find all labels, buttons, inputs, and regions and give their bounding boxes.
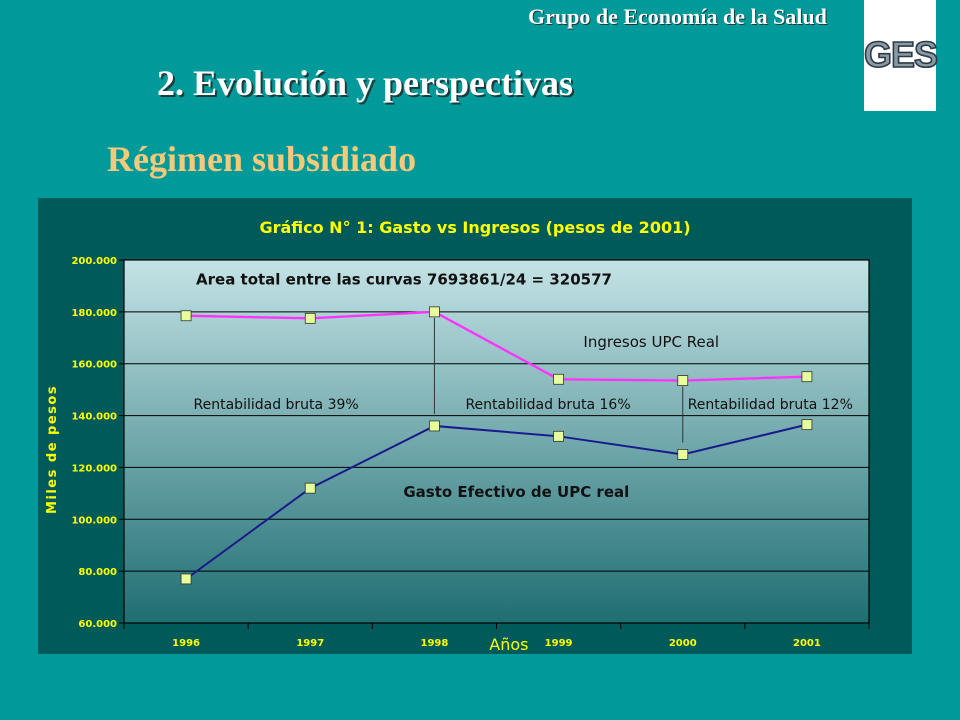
ingresos-point [553,373,564,385]
area-annotation: Area total entre las curvas 7693861/24 =… [196,271,612,289]
x-tick-label: 2001 [793,638,821,649]
rentabilidad-annotation: Rentabilidad bruta 39% [194,397,359,413]
ingresos-point [677,375,689,386]
gasto-point [304,482,316,494]
chart-title: Gráfico N° 1: Gasto vs Ingresos (pesos d… [259,218,690,237]
x-axis-label: Años [489,635,528,654]
page-title: 2. Evolución y perspectivas [157,63,574,103]
x-tick-label: 1996 [172,638,200,649]
line-chart: Gráfico N° 1: Gasto vs Ingresos (pesos d… [45,218,870,654]
gasto-line [185,423,808,580]
ingresos-point [180,310,192,322]
y-tick-label: 60.000 [78,619,117,630]
org-name: Grupo de Economía de la Salud [528,4,827,29]
ingresos-point [304,312,316,324]
ingresos-line [186,310,807,382]
y-tick-label: 100.000 [71,515,117,526]
x-tick-label: 1999 [545,638,573,649]
y-tick-label: 120.000 [71,463,117,474]
ingresos-series-label: Ingresos UPC Real [583,333,719,351]
x-tick-label: 2000 [669,638,697,649]
gasto-point [553,430,564,442]
y-tick-label: 140.000 [71,412,117,423]
ges-logo: GES [863,0,939,111]
gasto-point [429,420,440,432]
rentabilidad-annotation: Rentabilidad bruta 16% [465,397,630,413]
gasto-point [180,573,192,585]
chart-panel: Gráfico N° 1: Gasto vs Ingresos (pesos d… [38,198,912,654]
ingresos-point [429,306,440,318]
page-subtitle: Régimen subsidiado [107,139,417,179]
rentabilidad-annotation: Rentabilidad bruta 12% [688,397,853,413]
y-tick-label: 200.000 [71,256,117,267]
y-axis-label: Miles de pesos [45,385,60,514]
gasto-point [801,419,813,431]
x-tick-label: 1997 [296,638,324,649]
y-tick-label: 160.000 [71,360,117,371]
plot-area [124,260,869,623]
y-tick-label: 180.000 [71,308,117,319]
gasto-series-label: Gasto Efectivo de UPC real [403,483,629,501]
gasto-point [677,449,689,460]
x-tick-label: 1998 [420,638,448,649]
logo-text: GES [863,33,939,76]
y-tick-label: 80.000 [78,567,117,578]
ingresos-point [801,371,813,383]
